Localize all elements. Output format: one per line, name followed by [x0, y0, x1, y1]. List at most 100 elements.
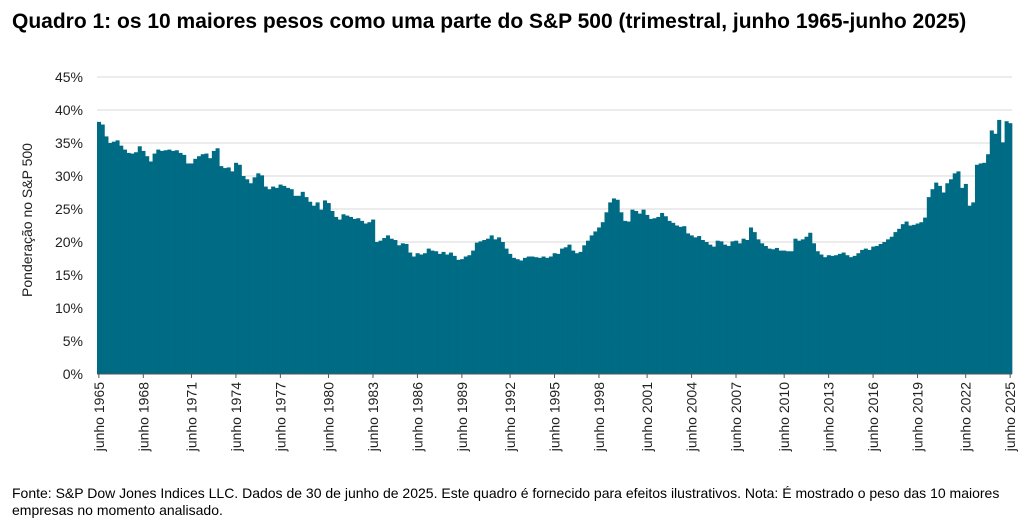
bar — [952, 173, 957, 374]
bar — [208, 158, 213, 374]
bar — [322, 200, 328, 374]
bar — [345, 215, 350, 374]
bar — [389, 238, 394, 374]
bar — [585, 240, 591, 374]
bar — [863, 248, 868, 374]
bar — [215, 148, 220, 374]
bar — [422, 253, 428, 374]
bar — [860, 249, 865, 374]
bar — [297, 195, 302, 374]
bar — [271, 186, 276, 374]
bar — [452, 255, 457, 374]
bar — [108, 143, 113, 374]
bar — [326, 203, 331, 374]
y-tick-label: 25% — [55, 201, 83, 217]
bar — [252, 177, 257, 374]
bar — [563, 247, 568, 374]
bar — [715, 240, 720, 374]
bar — [893, 232, 898, 374]
bar — [219, 166, 224, 374]
bar — [941, 192, 946, 374]
bar — [115, 140, 120, 374]
bar — [474, 242, 479, 374]
x-tick-label: junho 1965 — [91, 382, 107, 453]
bar — [819, 254, 824, 374]
bar — [597, 227, 602, 374]
bar — [393, 240, 398, 374]
bar — [748, 227, 754, 374]
x-tick-label: junho 2013 — [821, 382, 837, 453]
bar — [189, 163, 194, 374]
bar — [197, 156, 202, 374]
bar — [167, 149, 172, 374]
bar — [267, 189, 272, 374]
bar — [385, 235, 390, 374]
y-axis-ticks: 0% 5% 10% 15% 20% 25% 30% 35% 40% 45% — [55, 69, 83, 382]
bar — [571, 250, 576, 374]
bar — [548, 256, 553, 374]
bar — [804, 236, 809, 374]
y-tick-label: 15% — [55, 267, 83, 283]
bar — [311, 205, 316, 374]
bar — [945, 183, 950, 374]
bar — [541, 256, 546, 374]
bar — [904, 221, 909, 374]
bar — [986, 154, 991, 374]
bar — [989, 130, 994, 374]
bar — [226, 167, 231, 374]
bar — [104, 136, 109, 374]
x-tick-label: junho 1995 — [547, 382, 563, 453]
x-tick-label: junho 1986 — [409, 382, 425, 453]
bar — [878, 243, 883, 374]
bar — [511, 257, 516, 374]
bar — [374, 242, 379, 374]
bar — [137, 146, 142, 374]
bar — [589, 235, 594, 374]
bar — [826, 255, 831, 374]
bar — [371, 219, 376, 374]
x-tick-label: junho 2010 — [776, 382, 792, 453]
bar — [222, 168, 227, 374]
bar — [837, 253, 842, 374]
y-tick-label: 5% — [63, 333, 83, 349]
bar — [560, 248, 565, 374]
bar — [574, 253, 579, 374]
x-tick-label: junho 2022 — [958, 382, 974, 453]
bar — [756, 239, 761, 374]
bar — [330, 210, 335, 374]
bar — [723, 244, 728, 374]
bar — [334, 216, 339, 374]
bar — [830, 255, 835, 374]
bar — [689, 235, 694, 374]
bar — [682, 226, 687, 374]
bar — [678, 226, 683, 374]
bar — [971, 202, 976, 374]
bar — [308, 201, 313, 374]
bar — [193, 158, 198, 374]
bar — [437, 253, 442, 374]
bar — [463, 256, 468, 374]
bar — [611, 198, 616, 374]
x-tick-label: junho 2019 — [910, 382, 926, 453]
bar — [152, 153, 157, 374]
bars — [97, 119, 1013, 375]
bar — [382, 238, 387, 374]
bar — [648, 218, 654, 374]
bar — [982, 162, 987, 374]
bar — [656, 216, 661, 374]
bar — [608, 202, 613, 374]
bar — [263, 186, 268, 374]
bar — [741, 238, 746, 374]
bar — [171, 150, 176, 374]
bar — [874, 245, 879, 374]
bar — [304, 197, 309, 374]
x-tick-label: junho 1977 — [272, 382, 288, 453]
bar — [519, 260, 524, 374]
bar — [963, 183, 968, 374]
bar — [1000, 142, 1005, 374]
bar — [960, 187, 965, 374]
y-tick-label: 10% — [55, 300, 83, 316]
bar — [426, 248, 431, 374]
bar — [356, 218, 361, 374]
bar — [241, 176, 246, 374]
